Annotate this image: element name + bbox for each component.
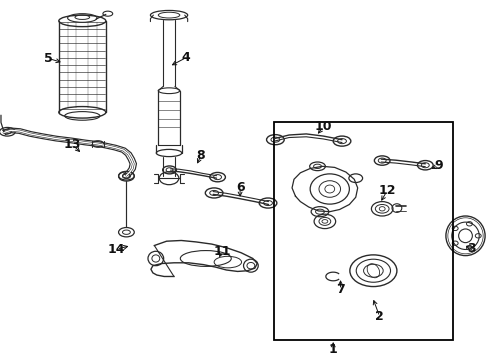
Text: 12: 12 xyxy=(378,184,396,197)
Text: 7: 7 xyxy=(336,283,345,296)
Text: 11: 11 xyxy=(213,245,231,258)
Bar xyxy=(274,122,453,340)
Text: 2: 2 xyxy=(375,310,384,323)
Text: 10: 10 xyxy=(315,120,332,133)
Text: 5: 5 xyxy=(44,52,52,65)
Text: 6: 6 xyxy=(236,181,245,194)
Text: 3: 3 xyxy=(467,242,476,255)
Text: 8: 8 xyxy=(196,149,205,162)
Text: 1: 1 xyxy=(329,343,338,356)
Text: 4: 4 xyxy=(182,51,191,64)
Text: 13: 13 xyxy=(64,138,81,151)
Text: 14: 14 xyxy=(108,243,125,256)
Text: 9: 9 xyxy=(434,159,443,172)
